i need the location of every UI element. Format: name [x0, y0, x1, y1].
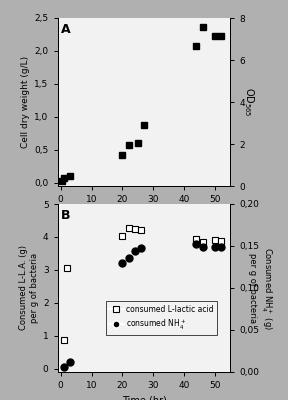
Y-axis label: Cell dry weight (g/L): Cell dry weight (g/L): [21, 56, 30, 148]
Text: B: B: [61, 209, 71, 222]
Y-axis label: Consumed NH$_4^+$ (g)
per g of bacteria: Consumed NH$_4^+$ (g) per g of bacteria: [248, 246, 273, 330]
Y-axis label: OD$_{565}$: OD$_{565}$: [242, 87, 256, 117]
X-axis label: Time (hr): Time (hr): [122, 396, 166, 400]
X-axis label: Time (hr): Time (hr): [122, 210, 166, 220]
Text: A: A: [61, 23, 71, 36]
Y-axis label: Consumed L-L.A. (g)
per g of bacteria: Consumed L-L.A. (g) per g of bacteria: [18, 246, 39, 330]
Legend: consumed L-lactic acid, consumed NH$_4^+$: consumed L-lactic acid, consumed NH$_4^+…: [106, 302, 217, 334]
